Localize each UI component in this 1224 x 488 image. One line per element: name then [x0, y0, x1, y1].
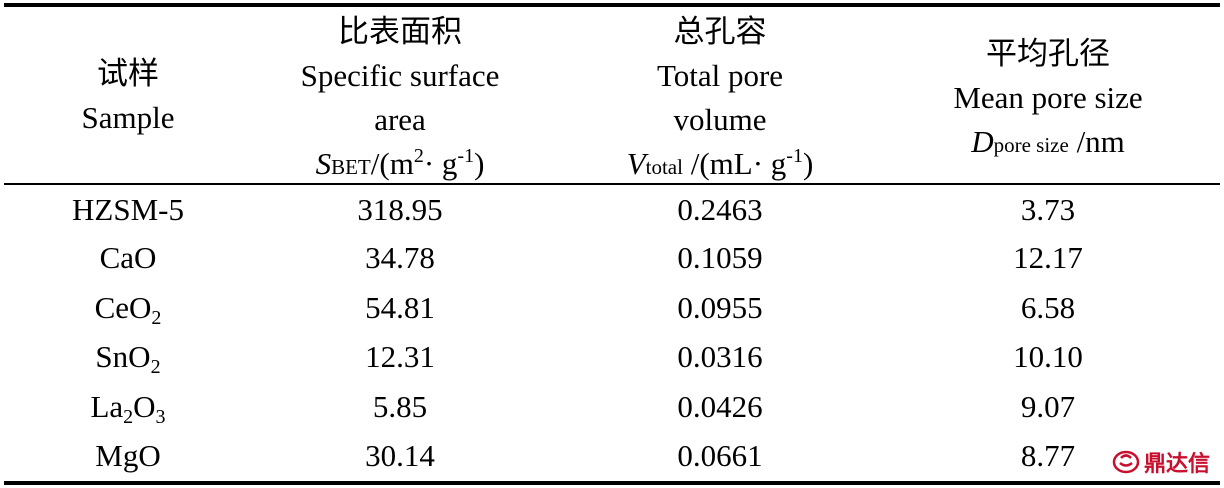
pore-symbol-sub: pore size [993, 133, 1069, 157]
table-top-rule [4, 3, 1220, 7]
cell-pore: 8.77 [1020, 438, 1076, 473]
table-row: MgO 30.14 0.0661 8.77 [0, 432, 1224, 480]
cell-sample: CaO [28, 234, 228, 282]
sample-name-mid: O [133, 389, 156, 424]
header-pore: 平均孔径 Mean pore size Dpore size /nm [898, 32, 1198, 167]
table-row: CeO2 54.81 0.0955 6.58 [0, 284, 1224, 332]
cell-surface: 12.31 [365, 339, 435, 374]
header-surface-en2: area [374, 102, 426, 137]
volume-symbol-sub: total [645, 155, 683, 179]
watermark: 鼎达信 [1112, 446, 1210, 478]
sample-name: CeO [94, 290, 152, 325]
cell-volume: 0.1059 [677, 240, 763, 275]
table-row: HZSM-5 318.95 0.2463 3.73 [0, 186, 1224, 234]
cell-pore: 9.07 [1020, 389, 1076, 424]
cell-sample: CeO2 [28, 284, 228, 332]
table-row: CaO 34.78 0.1059 12.17 [0, 234, 1224, 282]
cell-surface: 34.78 [365, 240, 435, 275]
table-bottom-rule [4, 481, 1220, 485]
pore-symbol: D [971, 124, 994, 159]
cell-surface: 30.14 [365, 438, 435, 473]
header-pore-unit: Dpore size /nm [898, 120, 1198, 167]
surface-symbol: S [315, 146, 332, 181]
header-sample: 试样 Sample [28, 52, 228, 140]
cell-pore: 10.10 [1013, 339, 1083, 374]
sample-name-sub2: 3 [155, 406, 166, 428]
volume-unit-pre: /(mL· g [682, 146, 787, 181]
sample-name: MgO [95, 438, 161, 473]
header-surface-en1: Specific surface [300, 58, 500, 93]
cell-pore: 12.17 [1013, 240, 1083, 275]
header-surface-unit: SBET/(m2· g-1) [250, 142, 550, 189]
cell-volume: 0.0316 [677, 339, 763, 374]
surface-unit-pre: /(m [370, 146, 414, 181]
surface-unit-sup: 2 [413, 145, 424, 167]
pore-unit: /nm [1068, 124, 1125, 159]
volume-unit-post: ) [802, 146, 814, 181]
surface-unit-mid: · g [423, 146, 458, 181]
sample-name-sub: 2 [123, 406, 134, 428]
cell-volume: 0.0955 [677, 290, 763, 325]
cell-pore: 3.73 [1020, 192, 1076, 227]
brand-logo-icon [1112, 450, 1140, 474]
header-pore-en1: Mean pore size [953, 80, 1143, 115]
header-sample-zh: 试样 [97, 56, 159, 91]
sample-name: CaO [99, 240, 157, 275]
header-volume: 总孔容 Total pore volume Vtotal /(mL· g-1) [570, 10, 870, 189]
cell-sample: MgO [28, 432, 228, 480]
header-volume-en1: Total pore [656, 58, 784, 93]
header-volume-unit: Vtotal /(mL· g-1) [570, 142, 870, 189]
header-surface: 比表面积 Specific surface area SBET/(m2· g-1… [250, 10, 550, 189]
cell-sample: SnO2 [28, 333, 228, 381]
cell-surface: 318.95 [357, 192, 443, 227]
cell-surface: 54.81 [365, 290, 435, 325]
table-row: SnO2 12.31 0.0316 10.10 [0, 333, 1224, 381]
sample-name: HZSM-5 [72, 192, 184, 227]
header-volume-en2: volume [673, 102, 767, 137]
watermark-text: 鼎达信 [1143, 452, 1210, 477]
surface-unit-post: ) [474, 146, 485, 181]
cell-sample: HZSM-5 [28, 186, 228, 234]
cell-surface: 5.85 [372, 389, 428, 424]
volume-symbol: V [626, 146, 646, 181]
cell-pore: 6.58 [1020, 290, 1076, 325]
table-row: La2O3 5.85 0.0426 9.07 [0, 383, 1224, 431]
cell-volume: 0.0661 [677, 438, 763, 473]
volume-unit-sup: -1 [786, 145, 803, 167]
surface-unit-sup2: -1 [457, 145, 475, 167]
header-sample-en: Sample [81, 100, 175, 135]
surface-symbol-sub: BET [331, 155, 371, 179]
header-surface-zh: 比表面积 [338, 14, 462, 49]
sample-name: SnO [95, 339, 151, 374]
cell-sample: La2O3 [28, 383, 228, 431]
cell-volume: 0.0426 [677, 389, 763, 424]
sample-name: La [90, 389, 124, 424]
sample-name-sub: 2 [151, 307, 162, 329]
table-header-rule [4, 183, 1220, 185]
cell-volume: 0.2463 [677, 192, 763, 227]
header-volume-zh: 总孔容 [673, 14, 767, 49]
sample-name-sub: 2 [150, 356, 161, 378]
header-pore-zh: 平均孔径 [986, 36, 1110, 71]
